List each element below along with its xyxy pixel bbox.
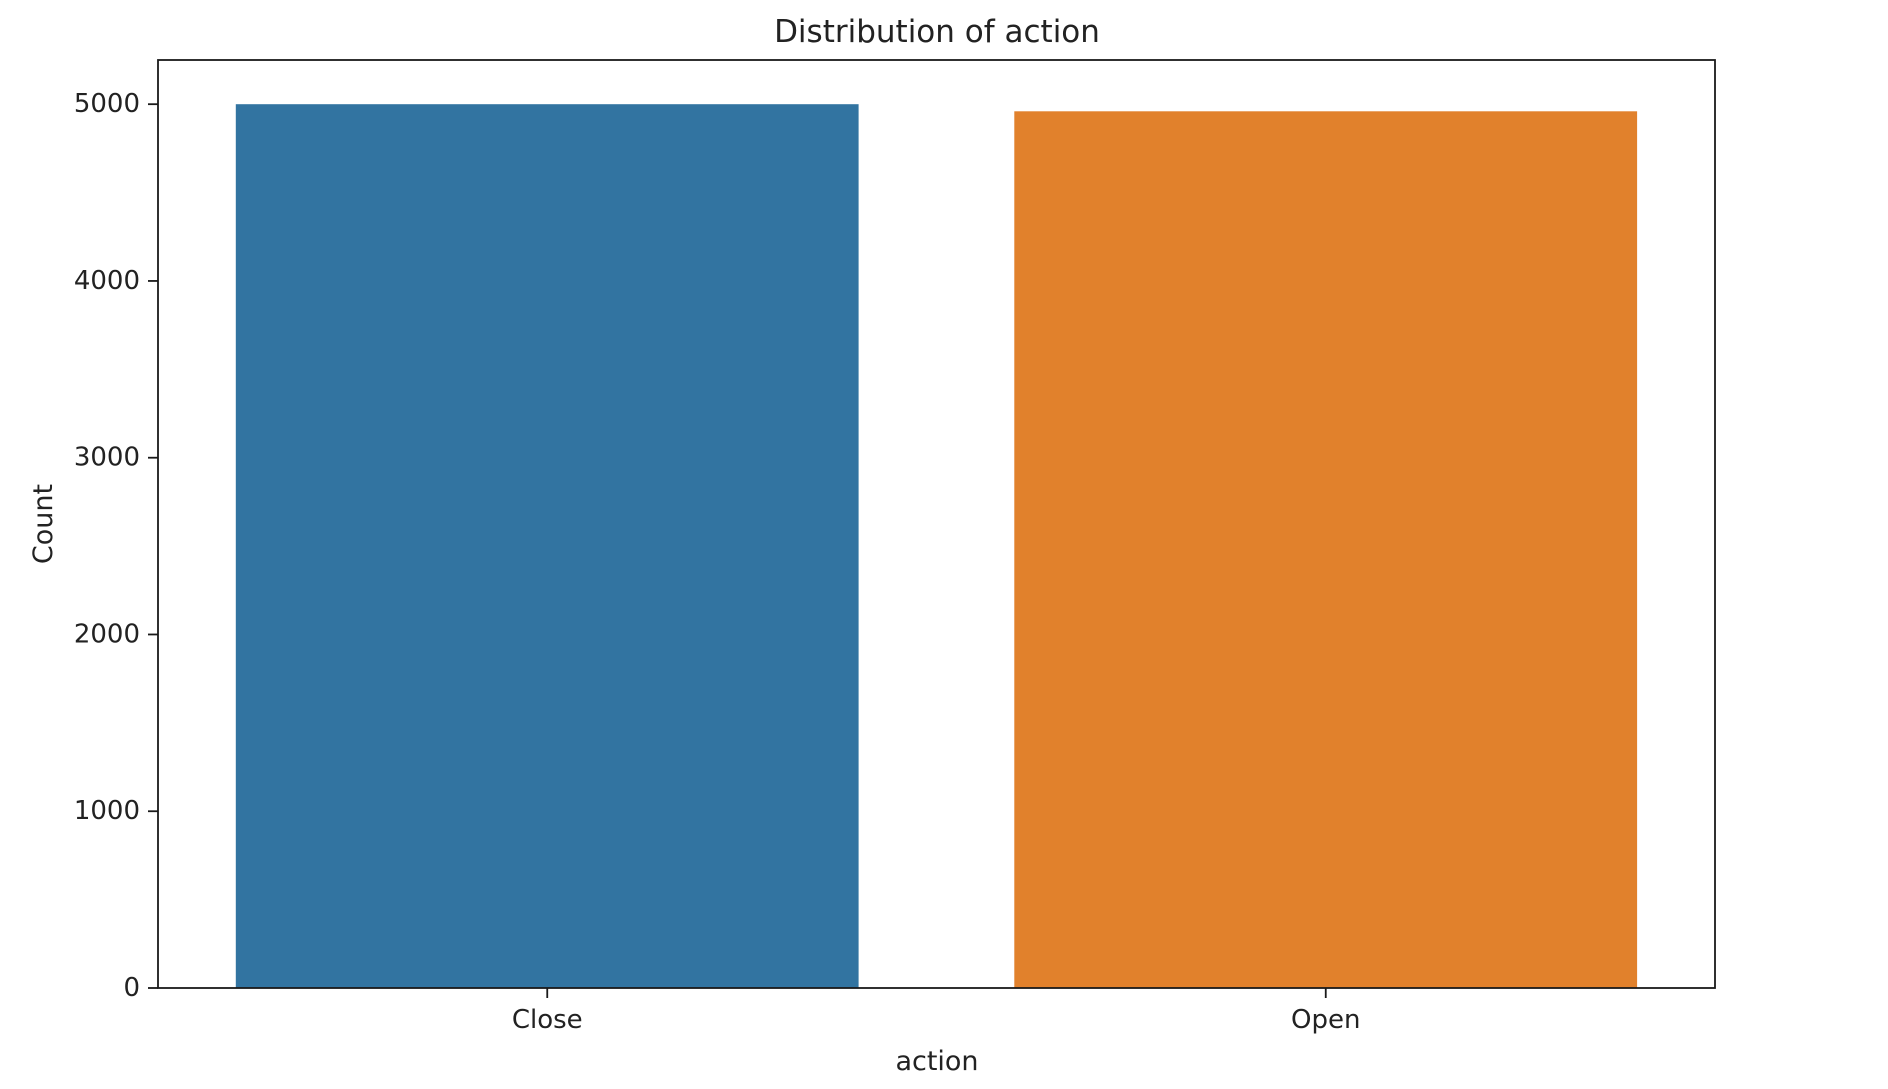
y-tick-label: 3000 — [74, 443, 140, 473]
y-tick-label: 5000 — [74, 89, 140, 119]
bar-close — [235, 104, 859, 988]
y-tick-label: 2000 — [74, 619, 140, 649]
y-axis: 0 1000 2000 3000 4000 5000 — [74, 89, 158, 1003]
chart-title: Distribution of action — [774, 14, 1100, 50]
x-tick-label-open: Open — [1291, 1005, 1360, 1035]
bar-open — [1014, 111, 1638, 989]
x-axis-label: action — [895, 1046, 978, 1077]
bars-group — [235, 104, 1638, 989]
y-tick-label: 1000 — [74, 796, 140, 826]
y-axis-label: Count — [28, 484, 59, 564]
x-axis: Close Open — [512, 988, 1360, 1035]
x-tick-label-close: Close — [512, 1005, 583, 1035]
plot-frame — [157, 59, 1716, 989]
y-tick-label: 0 — [123, 973, 140, 1003]
y-tick-label: 4000 — [74, 266, 140, 296]
